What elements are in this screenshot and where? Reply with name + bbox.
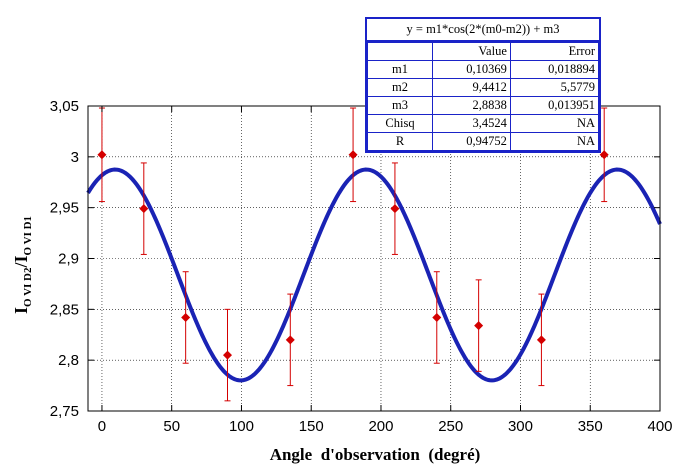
fit-param-name: m1 — [367, 60, 433, 79]
point-marker — [474, 321, 484, 331]
y-tick-label: 2,8 — [58, 352, 79, 369]
y-tick-label: 3 — [71, 149, 79, 166]
fit-param-name: R — [367, 132, 433, 151]
fit-param-error: 0,013951 — [509, 96, 600, 115]
data-point — [97, 107, 107, 203]
point-marker — [536, 335, 546, 345]
y-tick-label: 2,95 — [50, 200, 79, 217]
x-tick-label: 150 — [299, 418, 324, 435]
fit-param-error: 0,018894 — [509, 60, 600, 79]
fit-param-name: m2 — [367, 78, 433, 97]
point-marker — [348, 150, 358, 160]
fit-row: R 0,94752 NA — [367, 132, 600, 151]
x-axis-title: Angle d'observation (degré) — [270, 445, 481, 464]
point-marker — [432, 312, 442, 322]
data-point — [536, 293, 546, 387]
fit-param-name: Chisq — [367, 114, 433, 133]
point-marker — [181, 312, 191, 322]
fit-table: Value Error m1 0,10369 0,018894 m2 9,441… — [367, 42, 600, 151]
x-tick-label: 100 — [229, 418, 254, 435]
point-marker — [285, 335, 295, 345]
x-tick-label: 350 — [578, 418, 603, 435]
fit-param-error: 5,5779 — [509, 78, 600, 97]
fit-param-value: 0,10369 — [432, 60, 511, 79]
fit-equation: y = m1*cos(2*(m0-m2)) + m3 — [367, 19, 599, 42]
fit-curve — [86, 167, 662, 383]
data-point — [474, 279, 484, 372]
fit-param-error: NA — [509, 114, 600, 133]
fit-row: m2 9,4412 5,5779 — [367, 78, 600, 97]
point-marker — [390, 204, 400, 214]
y-axis-title-main: I — [11, 307, 31, 314]
fit-param-value: 3,4524 — [432, 114, 511, 133]
axis-ticks — [88, 105, 661, 412]
x-tick-label: 200 — [368, 418, 393, 435]
data-point — [139, 162, 149, 255]
data-point — [348, 107, 358, 203]
fit-param-name: m3 — [367, 96, 433, 115]
y-tick-labels: 2,75 2,8 2,85 2,9 2,95 3 3,05 — [50, 98, 79, 420]
x-tick-label: 50 — [163, 418, 180, 435]
fit-row: Chisq 3,4524 NA — [367, 114, 600, 133]
point-marker — [223, 350, 233, 360]
fit-header-blank — [367, 42, 433, 61]
data-point — [285, 293, 295, 387]
fit-param-value: 0,94752 — [432, 132, 511, 151]
fit-table-header: Value Error — [367, 42, 600, 61]
point-marker — [599, 150, 609, 160]
y-tick-label: 3,05 — [50, 98, 79, 115]
data-point — [390, 162, 400, 255]
x-tick-label: 250 — [438, 418, 463, 435]
fit-row: m1 0,10369 0,018894 — [367, 60, 600, 79]
point-marker — [139, 204, 149, 214]
data-points-layer — [97, 107, 609, 402]
data-point — [432, 271, 442, 364]
point-marker — [97, 150, 107, 160]
data-point — [599, 107, 609, 203]
fit-header-value: Value — [432, 42, 511, 61]
x-tick-label: 0 — [98, 418, 106, 435]
fit-header-error: Error — [509, 42, 600, 61]
fit-results-box: y = m1*cos(2*(m0-m2)) + m3 Value Error m… — [365, 17, 601, 153]
fit-curve-layer — [86, 167, 662, 383]
y-axis-title: IO VI D2/IO VI D1 — [11, 216, 34, 314]
x-tick-label: 300 — [508, 418, 533, 435]
data-point — [223, 308, 233, 402]
fit-param-error: NA — [509, 132, 600, 151]
x-tick-labels: 0 50 100 150 200 250 300 350 400 — [98, 418, 673, 435]
x-tick-label: 400 — [647, 418, 672, 435]
fit-param-value: 9,4412 — [432, 78, 511, 97]
y-axis-title-sub2: O VI D1 — [22, 216, 34, 256]
y-tick-label: 2,75 — [50, 403, 79, 420]
y-tick-label: 2,85 — [50, 301, 79, 318]
y-axis-title-sep: /I — [11, 255, 31, 268]
data-point — [181, 271, 191, 364]
y-axis-title-sub1: O VI D2 — [22, 267, 34, 307]
y-tick-label: 2,9 — [58, 251, 79, 268]
fit-row: m3 2,8838 0,013951 — [367, 96, 600, 115]
fit-param-value: 2,8838 — [432, 96, 511, 115]
